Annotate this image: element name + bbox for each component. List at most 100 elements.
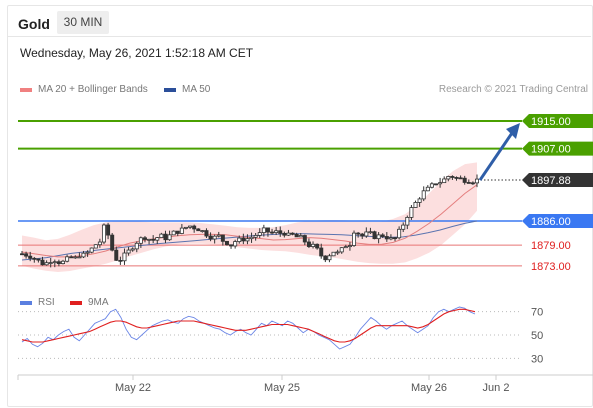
candle-body [19, 253, 24, 256]
rsi-tick-50: 50 [531, 330, 543, 342]
candle-body [274, 230, 279, 234]
candle-body [151, 238, 156, 241]
candle-body [347, 245, 352, 248]
candle-body [106, 224, 111, 236]
level-tag-1886.00 [522, 214, 593, 228]
candle-body [302, 235, 307, 243]
candle-body [85, 251, 90, 254]
candle-body [171, 230, 176, 236]
candle-body [69, 256, 74, 259]
candle-body [352, 232, 357, 246]
candle-body [233, 241, 238, 247]
legend-ma20: MA 20 + Bollinger Bands [20, 84, 148, 95]
legend-rsi-label: RSI [38, 297, 55, 308]
candle-body [466, 182, 471, 184]
candle-body [81, 252, 86, 258]
candle-body [434, 183, 439, 186]
candle-body [315, 243, 320, 249]
candle-body [265, 227, 270, 233]
candle-body [179, 227, 184, 234]
candle-body [331, 251, 336, 257]
candle-body [155, 237, 160, 241]
candle-body [175, 230, 180, 234]
candle-body [343, 246, 348, 249]
candle-body [294, 233, 299, 238]
candle-body [192, 225, 197, 230]
candle-body [77, 256, 82, 259]
candle-body [421, 190, 426, 200]
forecast-arrow-shaft [478, 132, 514, 181]
legend-9ma-label: 9MA [88, 297, 109, 308]
candle-body [290, 232, 295, 235]
level-tag-1915.00 [522, 114, 593, 128]
ma50-swatch [164, 87, 176, 92]
ma9-swatch [70, 300, 82, 305]
level-label-1879.00: 1879.00 [531, 240, 571, 252]
candle-body [101, 224, 106, 243]
candle-body [405, 217, 410, 226]
candle-body [163, 233, 168, 241]
candle-body [393, 237, 398, 240]
candle-body [65, 256, 70, 262]
candle-body [429, 183, 434, 188]
candle-body [52, 261, 57, 264]
candle-body [278, 230, 283, 234]
candle-body [446, 176, 451, 180]
timestamp-label: Wednesday, May 26, 2021 1:52:18 AM CET [20, 46, 254, 60]
timeframe-badge[interactable]: 30 MIN [57, 11, 109, 34]
candle-body [319, 247, 324, 257]
candle-body [372, 231, 377, 240]
candle-body [44, 262, 49, 266]
candle-body [40, 259, 45, 266]
candle-body [24, 253, 29, 257]
copyright-label: Research © 2021 Trading Central [438, 84, 588, 95]
level-label-1907.00: 1907.00 [531, 144, 571, 156]
header-divider [8, 36, 591, 37]
candle-body [413, 202, 418, 208]
candle-body [56, 261, 61, 265]
candle-body [335, 251, 340, 254]
level-label-1915.00: 1915.00 [531, 116, 571, 128]
level-label-1897.88: 1897.88 [531, 175, 571, 187]
candle-body [401, 224, 406, 230]
candle-body [142, 237, 147, 240]
legend-ma50: MA 50 [164, 84, 210, 95]
candle-body [241, 237, 246, 242]
candle-body [114, 249, 119, 261]
candle-body [425, 186, 430, 192]
candle-body [409, 207, 414, 218]
candle-body [110, 234, 115, 251]
candle-body [442, 178, 447, 184]
level-label-1886.00: 1886.00 [531, 216, 571, 228]
candle-body [122, 252, 127, 262]
rsi-tick-70: 70 [531, 307, 543, 319]
rsi-swatch [20, 300, 32, 305]
instrument-title: Gold [18, 16, 50, 32]
candle-body [224, 240, 229, 246]
legend-ma20-label: MA 20 + Bollinger Bands [38, 84, 148, 95]
candle-body [364, 231, 369, 237]
candle-body [417, 198, 422, 203]
legend-rsi: RSI [20, 297, 55, 308]
candle-body [118, 259, 123, 262]
candle-body [138, 237, 143, 244]
x-tick-label-1: May 25 [264, 382, 300, 394]
candle-body [134, 242, 139, 250]
candle-body [356, 232, 361, 235]
candle-body [253, 235, 258, 238]
candle-body [257, 232, 262, 236]
candle-body [208, 235, 213, 240]
candle-body [327, 255, 332, 261]
candle-body [212, 235, 217, 240]
candle-body [60, 260, 65, 265]
candle-body [397, 228, 402, 239]
candle-body [450, 176, 455, 178]
candle-body [323, 255, 328, 261]
candle-body [130, 248, 135, 251]
x-tick-label-3: Jun 2 [483, 382, 510, 394]
candle-body [298, 235, 303, 238]
candle-body [261, 227, 266, 233]
candle-body [282, 232, 287, 236]
level-label-1873.00: 1873.00 [531, 261, 571, 273]
